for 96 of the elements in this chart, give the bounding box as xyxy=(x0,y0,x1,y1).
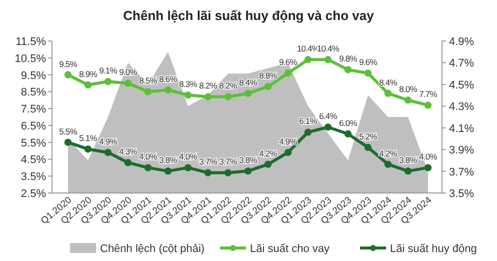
point xyxy=(324,56,332,64)
y-tick-label: 2.5% xyxy=(20,188,46,200)
data-label: 9.8% xyxy=(339,54,358,64)
data-label: 8.6% xyxy=(159,74,178,84)
point xyxy=(104,148,112,156)
point xyxy=(344,130,352,138)
point xyxy=(364,144,372,151)
point xyxy=(304,128,312,136)
y2-tick-label: 4.5% xyxy=(449,79,474,92)
point xyxy=(164,167,172,175)
y-tick-label: 6.5% xyxy=(20,120,46,132)
point xyxy=(264,83,272,90)
data-label: 4.0% xyxy=(179,152,198,162)
data-label: 8.4% xyxy=(379,77,398,88)
y-tick-label: 11.5% xyxy=(16,36,46,48)
data-label: 8.5% xyxy=(139,76,158,86)
point xyxy=(124,80,132,87)
y2-tick-label: 3.5% xyxy=(449,188,474,200)
y-tick-label: 3.5% xyxy=(20,171,46,184)
point xyxy=(184,164,192,172)
point xyxy=(364,69,372,77)
y-tick-label: 7.5% xyxy=(20,104,46,116)
point xyxy=(104,78,112,86)
point xyxy=(264,160,272,168)
data-label: 8.2% xyxy=(199,80,218,91)
point xyxy=(144,164,152,172)
legend-label: Lãi suất huy động xyxy=(390,243,477,255)
point xyxy=(84,81,92,89)
legend-label: Chênh lệch (cột phải) xyxy=(100,243,205,255)
point xyxy=(224,169,232,176)
y-tick-label: 8.5% xyxy=(20,86,46,99)
data-label: 3.8% xyxy=(239,155,258,166)
point xyxy=(424,164,432,172)
point xyxy=(204,169,212,176)
data-label: 9.0% xyxy=(119,67,138,78)
y2-tick-label: 3.7% xyxy=(449,166,474,178)
point xyxy=(384,160,392,168)
data-label: 8.9% xyxy=(79,68,98,79)
point xyxy=(124,159,132,166)
data-label: 5.1% xyxy=(79,133,98,144)
point xyxy=(284,69,292,77)
data-label: 8.3% xyxy=(179,79,198,90)
data-label: 3.8% xyxy=(159,155,178,166)
point xyxy=(244,167,252,175)
point xyxy=(344,66,352,74)
data-label: 4.2% xyxy=(379,148,398,158)
y2-tick-label: 4.1% xyxy=(449,122,474,135)
data-label: 9.6% xyxy=(279,57,298,68)
point xyxy=(244,90,252,97)
data-label: 9.6% xyxy=(359,57,378,68)
point xyxy=(184,91,192,99)
data-label: 5.2% xyxy=(359,131,378,142)
data-label: 7.7% xyxy=(419,89,438,100)
point xyxy=(144,88,152,96)
data-label: 4.9% xyxy=(99,136,118,146)
y2-tick-label: 4.3% xyxy=(449,101,474,114)
y-tick-label: 10.5% xyxy=(14,52,46,65)
data-label: 4.0% xyxy=(139,152,158,162)
data-label: 3.8% xyxy=(399,155,418,166)
point xyxy=(384,90,392,97)
y2-tick-label: 3.9% xyxy=(449,144,474,157)
data-label: 5.5% xyxy=(59,126,78,136)
data-label: 8.8% xyxy=(259,70,278,81)
chart-title: Chênh lệch lãi suất huy động và cho vay xyxy=(123,8,375,23)
point xyxy=(224,93,232,100)
y-tick-label: 5.5% xyxy=(20,137,46,150)
data-label: 3.7% xyxy=(199,156,218,167)
y2-tick-label: 4.9% xyxy=(449,36,474,48)
point xyxy=(204,93,212,100)
data-label: 6.1% xyxy=(299,116,318,126)
data-label: 9.5% xyxy=(59,58,78,69)
legend-label: Lãi suất cho vay xyxy=(250,243,330,255)
point xyxy=(164,86,172,94)
point xyxy=(304,56,312,64)
point xyxy=(84,145,92,153)
data-label: 4.2% xyxy=(259,148,278,158)
data-label: 9.1% xyxy=(99,66,118,76)
data-label: 4.0% xyxy=(419,152,438,162)
data-label: 8.4% xyxy=(239,77,258,88)
point xyxy=(324,124,332,131)
data-label: 4.3% xyxy=(119,146,138,157)
y2-tick-label: 4.7% xyxy=(449,58,474,70)
data-label: 3.7% xyxy=(219,156,238,167)
data-label: 6.4% xyxy=(319,111,338,122)
point xyxy=(424,102,432,109)
data-label: 4.9% xyxy=(279,136,298,146)
data-label: 6.0% xyxy=(339,118,358,128)
data-label: 8.2% xyxy=(219,80,238,91)
point xyxy=(64,138,72,146)
y-tick-label: 4.5% xyxy=(20,154,46,166)
point xyxy=(404,167,412,175)
data-label: 8.0% xyxy=(399,84,418,94)
point xyxy=(64,71,72,78)
point xyxy=(404,96,412,104)
point xyxy=(284,148,292,156)
y-tick-label: 9.5% xyxy=(20,70,46,82)
